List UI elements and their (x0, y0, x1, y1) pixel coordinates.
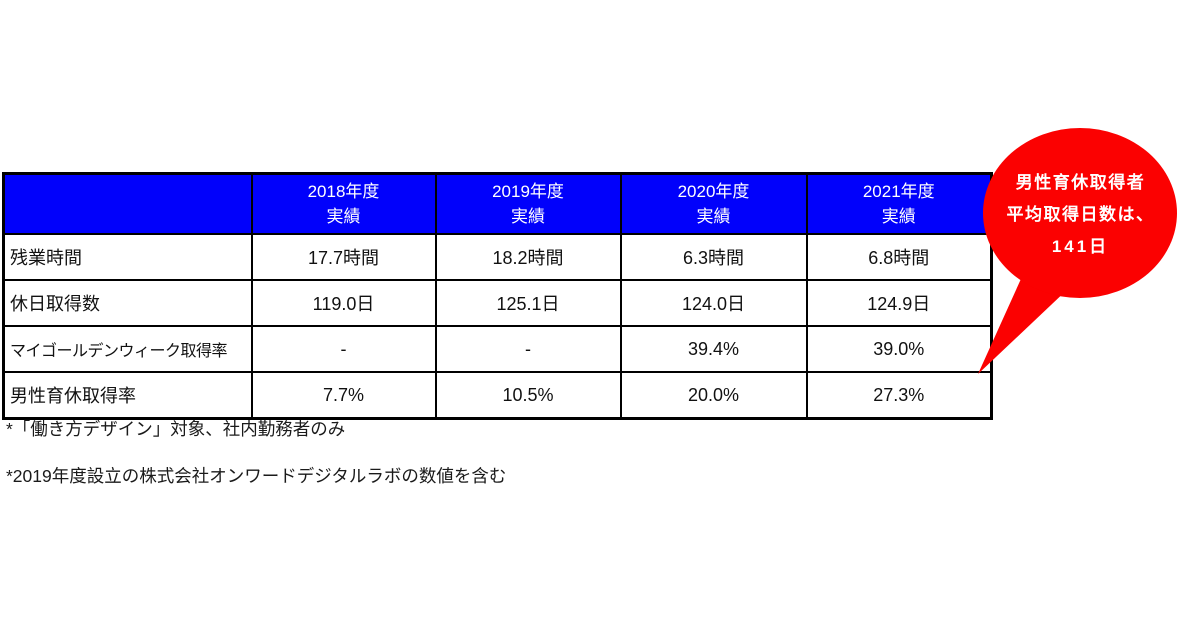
col-header-note: 実績 (881, 207, 916, 226)
col-header-year: 2021年度 (862, 182, 935, 201)
table-row-golden-week: マイゴールデンウィーク取得率 - - 39.4% 39.0% (2, 325, 993, 373)
callout-line-2: 平均取得日数は、 (1006, 205, 1155, 224)
cell-golden-week-2021: 39.0% (805, 325, 993, 373)
cell-paternity-2019: 10.5% (434, 371, 622, 420)
col-header-year: 2018年度 (307, 182, 380, 201)
results-table: 2018年度 実績 2019年度 実績 2020年度 実績 2021年度 実績 (2, 172, 993, 420)
footnote-2: *2019年度設立の株式会社オンワードデジタルラボの数値を含む (6, 466, 507, 486)
cell-holidays-2019: 125.1日 (434, 279, 622, 327)
col-header-2019: 2019年度 実績 (434, 172, 622, 235)
row-label-golden-week: マイゴールデンウィーク取得率 (2, 325, 253, 373)
col-header-2020: 2020年度 実績 (619, 172, 808, 235)
cell-holidays-2021: 124.9日 (805, 279, 993, 327)
callout-line-1: 男性育休取得者 (1015, 173, 1146, 192)
table-row-paternity-leave: 男性育休取得率 7.7% 10.5% 20.0% 27.3% (2, 371, 993, 420)
footnotes: *「働き方デザイン」対象、社内勤務者のみ *2019年度設立の株式会社オンワード… (6, 417, 506, 511)
row-label-holidays: 休日取得数 (2, 279, 253, 327)
col-header-note: 実績 (326, 207, 361, 226)
cell-holidays-2018: 119.0日 (250, 279, 437, 327)
row-label-overtime: 残業時間 (2, 233, 253, 281)
cell-overtime-2021: 6.8時間 (805, 233, 993, 281)
row-label-paternity-leave: 男性育休取得率 (2, 371, 253, 420)
cell-paternity-2020: 20.0% (619, 371, 808, 420)
speech-bubble-shape (978, 128, 1177, 374)
cell-overtime-2019: 18.2時間 (434, 233, 622, 281)
col-header-note: 実績 (511, 207, 545, 226)
cell-paternity-2021: 27.3% (805, 371, 993, 420)
table-header-row: 2018年度 実績 2019年度 実績 2020年度 実績 2021年度 実績 (2, 172, 993, 235)
callout-line-3: 141日 (1051, 237, 1110, 256)
col-header-2018: 2018年度 実績 (250, 172, 437, 235)
footnote-1: *「働き方デザイン」対象、社内勤務者のみ (6, 419, 346, 439)
cell-golden-week-2018: - (250, 325, 437, 373)
table-row-holidays: 休日取得数 119.0日 125.1日 124.0日 124.9日 (2, 279, 993, 327)
cell-golden-week-2019: - (434, 325, 622, 373)
col-header-2021: 2021年度 実績 (805, 172, 993, 235)
col-header-note: 実績 (696, 207, 731, 226)
table-corner-cell (2, 172, 253, 235)
callout-bubble: 男性育休取得者 平均取得日数は、 141日 (960, 115, 1200, 390)
cell-overtime-2018: 17.7時間 (250, 233, 437, 281)
col-header-year: 2019年度 (492, 182, 564, 201)
table-row-overtime: 残業時間 17.7時間 18.2時間 6.3時間 6.8時間 (2, 233, 993, 281)
cell-overtime-2020: 6.3時間 (619, 233, 808, 281)
cell-holidays-2020: 124.0日 (619, 279, 808, 327)
cell-golden-week-2020: 39.4% (619, 325, 808, 373)
col-header-year: 2020年度 (677, 182, 750, 201)
callout-text: 男性育休取得者 平均取得日数は、 141日 (983, 167, 1178, 263)
cell-paternity-2018: 7.7% (250, 371, 437, 420)
